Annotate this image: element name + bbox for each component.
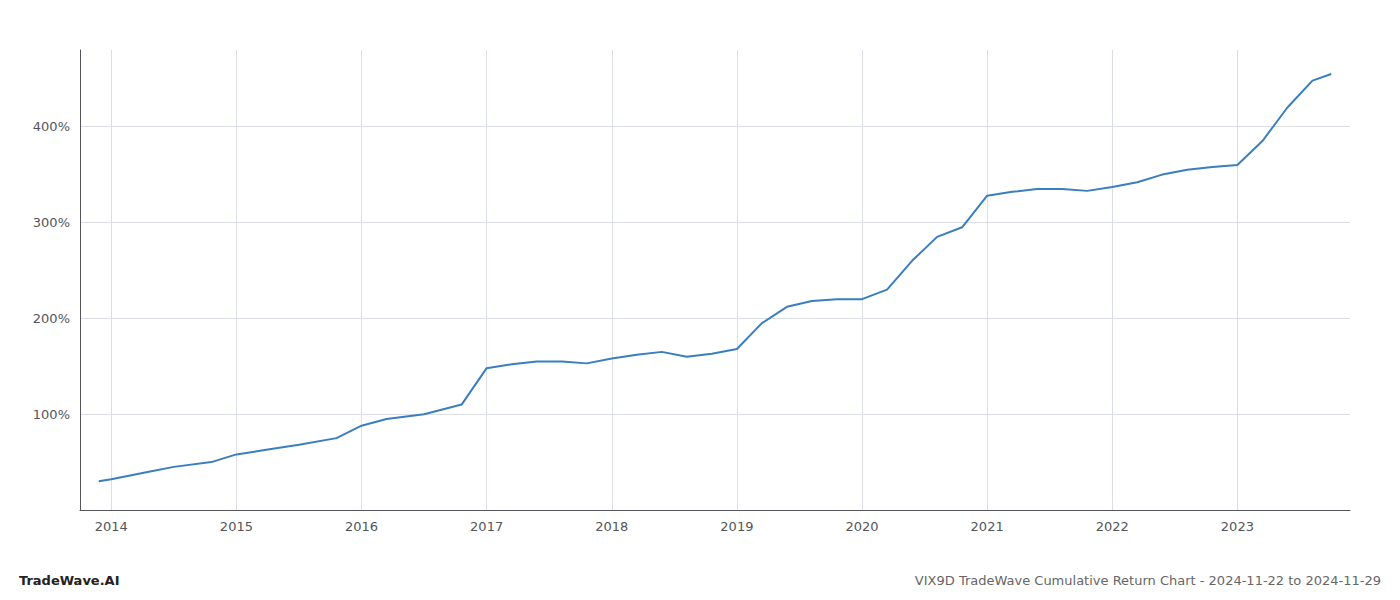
svg-text:2023: 2023 [1221,519,1254,534]
svg-text:2014: 2014 [95,519,128,534]
svg-text:2016: 2016 [345,519,378,534]
svg-text:2021: 2021 [971,519,1004,534]
svg-text:2017: 2017 [470,519,503,534]
svg-text:300%: 300% [33,215,70,230]
svg-text:100%: 100% [33,407,70,422]
svg-text:2015: 2015 [220,519,253,534]
svg-text:2018: 2018 [595,519,628,534]
svg-text:TradeWave.AI: TradeWave.AI [19,573,120,588]
svg-text:2019: 2019 [720,519,753,534]
svg-text:2022: 2022 [1096,519,1129,534]
svg-text:2020: 2020 [845,519,878,534]
svg-text:200%: 200% [33,311,70,326]
svg-text:VIX9D TradeWave Cumulative Ret: VIX9D TradeWave Cumulative Return Chart … [915,573,1381,588]
svg-text:400%: 400% [33,119,70,134]
